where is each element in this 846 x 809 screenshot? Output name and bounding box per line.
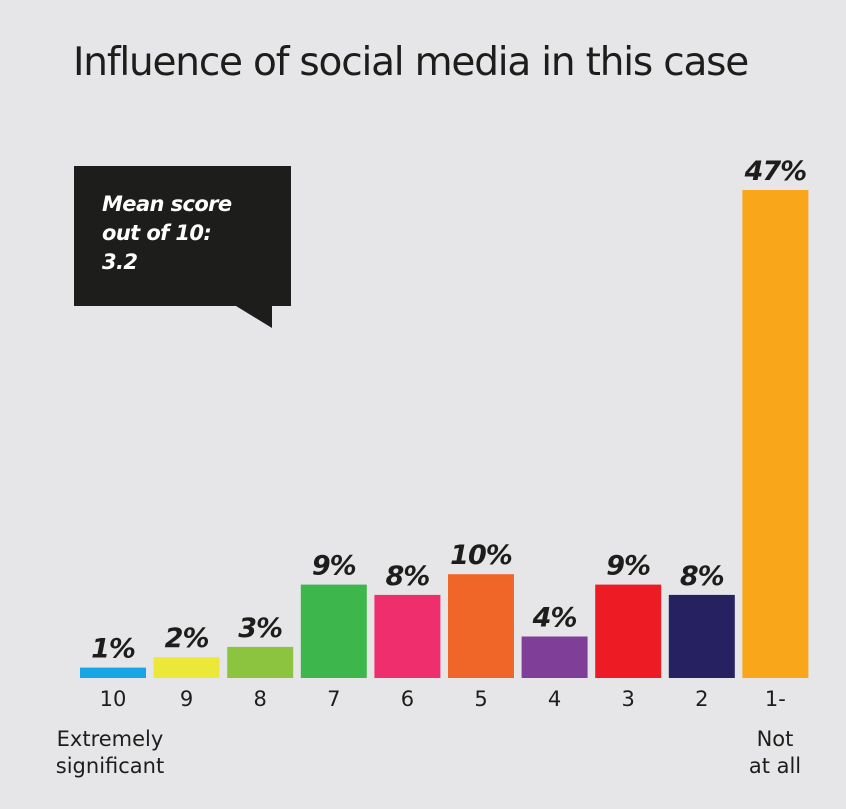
scale-end-right-line-2: at all (748, 754, 802, 778)
bar-value-label: 9% (606, 551, 650, 582)
scale-end-left-line-1: Extremely (56, 727, 164, 751)
x-tick-label: 9 (180, 687, 193, 711)
bar-6 (374, 594, 441, 678)
x-tick-label: 1- (765, 687, 786, 711)
callout-line-1: Mean score (102, 192, 232, 216)
bar-9 (153, 657, 220, 678)
bar-value-label: 1% (91, 634, 135, 665)
bar-7 (300, 584, 367, 678)
bar-1- (742, 190, 809, 678)
bar-8 (227, 646, 294, 678)
x-tick-label: 7 (327, 687, 340, 711)
x-tick-label: 8 (254, 687, 267, 711)
mean-score-callout: Mean score out of 10: 3.2 (74, 166, 291, 328)
bar-value-label: 3% (238, 613, 282, 644)
bar-10 (80, 667, 146, 678)
bar-value-label: 4% (532, 603, 577, 634)
bar-value-label: 8% (385, 561, 429, 592)
bar-4 (521, 636, 588, 678)
callout-line-3: 3.2 (102, 250, 138, 274)
scale-end-label-left: Extremely significant (44, 726, 176, 780)
x-tick-label: 4 (548, 687, 561, 711)
bar-2 (668, 594, 735, 678)
bar-value-label: 2% (165, 623, 209, 654)
x-tick-label: 6 (401, 687, 414, 711)
x-tick-label: 2 (695, 687, 708, 711)
bar-value-label: 8% (680, 561, 724, 592)
bar-value-label: 10% (450, 540, 512, 571)
scale-end-label-right: Not at all (730, 726, 820, 780)
bar-5 (448, 574, 514, 678)
x-tick-label: 3 (622, 687, 635, 711)
callout-line-2: out of 10: (102, 221, 212, 245)
chart-title: Influence of social media in this case (73, 40, 749, 85)
scale-end-right-line-1: Not (756, 727, 794, 751)
bar-3 (595, 584, 662, 678)
x-tick-label: 5 (474, 687, 487, 711)
callout-tail (236, 306, 272, 328)
bar-value-label: 47% (744, 156, 807, 187)
x-tick-label: 10 (100, 687, 127, 711)
bar-value-label: 9% (312, 551, 356, 582)
scale-end-left-line-2: significant (55, 754, 165, 778)
callout-box (74, 166, 291, 306)
callout-text: Mean score out of 10: 3.2 (102, 190, 282, 277)
